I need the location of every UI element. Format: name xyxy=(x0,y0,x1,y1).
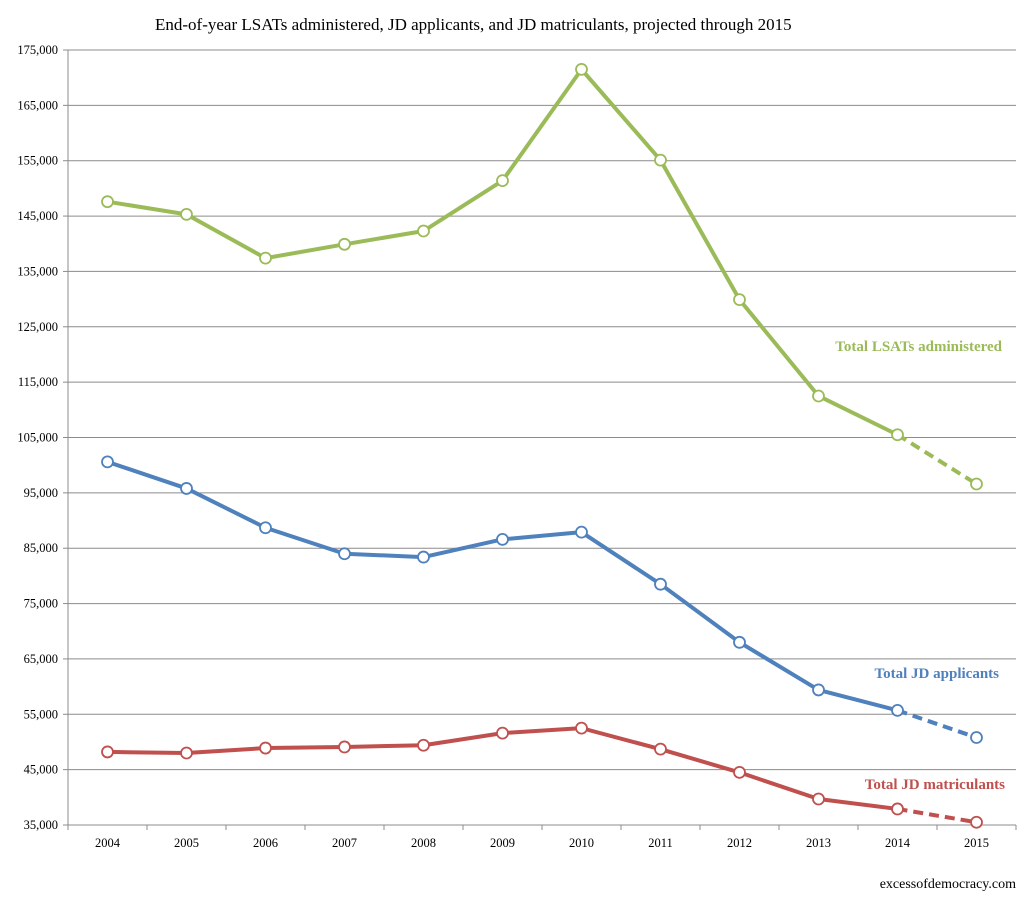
y-tick-label: 35,000 xyxy=(24,818,58,832)
x-tick-label: 2006 xyxy=(253,836,278,850)
data-point xyxy=(891,428,904,442)
data-point xyxy=(812,683,825,697)
y-tick-label: 135,000 xyxy=(17,264,58,278)
series-line-1 xyxy=(105,459,900,713)
x-tick-label: 2008 xyxy=(411,836,436,850)
y-tick-label: 105,000 xyxy=(17,431,58,445)
chart-title: End-of-year LSATs administered, JD appli… xyxy=(155,15,792,34)
data-point xyxy=(970,815,983,829)
axes: 35,000 45,000 55,000 65,000 75,000 85,000 95,0… xyxy=(17,43,1017,850)
series-line-2 xyxy=(105,726,900,811)
data-point xyxy=(180,746,193,760)
x-tick-label: 2004 xyxy=(95,836,121,850)
data-point xyxy=(259,521,272,535)
x-tick-label: 2007 xyxy=(332,836,357,850)
data-point xyxy=(891,802,904,816)
data-point xyxy=(496,532,509,546)
x-tick-label: 2009 xyxy=(490,836,515,850)
data-point xyxy=(733,635,746,649)
y-tick-label: 125,000 xyxy=(17,320,58,334)
series-labels: Total LSATs administered Total JD applica… xyxy=(835,339,1005,793)
y-tick-label: 85,000 xyxy=(24,541,58,555)
y-tick-label: 65,000 xyxy=(24,652,58,666)
y-tick-label: 75,000 xyxy=(24,597,58,611)
gridlines xyxy=(68,49,1016,826)
y-tick-label: 55,000 xyxy=(24,707,58,721)
data-point xyxy=(180,482,193,495)
y-tick-label: 115,000 xyxy=(18,375,58,389)
data-point xyxy=(496,726,509,740)
x-tick-label: 2010 xyxy=(569,836,594,850)
series-line-projected-2 xyxy=(897,806,977,825)
x-tick-label: 2012 xyxy=(727,836,752,850)
data-point xyxy=(101,195,114,209)
x-tick-label: 2011 xyxy=(648,836,673,850)
series-line-0 xyxy=(105,67,900,437)
data-point xyxy=(970,477,983,491)
data-point xyxy=(575,525,588,539)
series-label-2: Total JD matriculants xyxy=(865,777,1005,793)
data-point xyxy=(338,740,351,754)
series-lines xyxy=(101,62,983,829)
data-point xyxy=(101,745,114,759)
data-point xyxy=(970,731,983,744)
y-tick-label: 95,000 xyxy=(24,486,58,500)
data-point xyxy=(101,455,114,469)
data-point xyxy=(733,766,746,779)
data-point xyxy=(180,208,193,221)
series-line-projected-0 xyxy=(896,433,978,486)
data-point xyxy=(654,742,667,756)
x-tick-label: 2005 xyxy=(174,836,199,850)
credit-text: excessofdemocracy.com xyxy=(880,877,1016,892)
y-tick-label: 175,000 xyxy=(17,43,58,57)
data-point xyxy=(417,738,430,752)
data-point xyxy=(891,704,904,717)
data-point xyxy=(733,293,746,307)
y-tick-label: 165,000 xyxy=(17,98,58,112)
x-tick-label: 2015 xyxy=(964,836,989,850)
data-point xyxy=(812,792,825,806)
data-point xyxy=(417,224,430,238)
data-point xyxy=(575,62,588,76)
data-point xyxy=(575,721,588,735)
series-line-projected-1 xyxy=(896,708,978,740)
data-point xyxy=(496,174,509,188)
series-label-0: Total LSATs administered xyxy=(835,339,1002,355)
y-tick-label: 145,000 xyxy=(17,209,58,223)
data-point xyxy=(654,153,667,167)
data-point xyxy=(259,741,272,755)
y-tick-label: 155,000 xyxy=(17,154,58,168)
y-tick-label: 45,000 xyxy=(24,763,58,777)
data-point xyxy=(417,550,430,564)
x-tick-label: 2013 xyxy=(806,836,831,850)
data-point xyxy=(812,389,825,403)
data-point xyxy=(338,547,351,561)
series-label-1: Total JD applicants xyxy=(875,666,1000,682)
data-point xyxy=(654,577,667,591)
data-point xyxy=(259,251,272,265)
x-tick-label: 2014 xyxy=(885,836,911,850)
data-point xyxy=(338,237,351,251)
